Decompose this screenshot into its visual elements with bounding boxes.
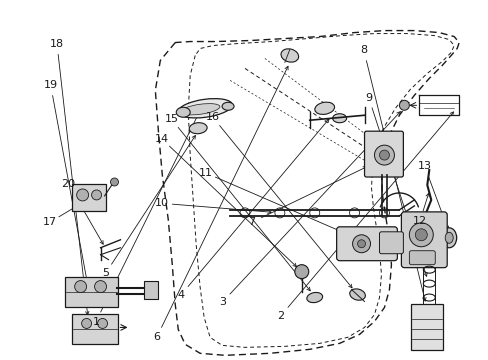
- Ellipse shape: [349, 289, 365, 300]
- FancyBboxPatch shape: [64, 276, 118, 306]
- Text: 4: 4: [177, 290, 184, 300]
- Circle shape: [94, 280, 106, 293]
- FancyBboxPatch shape: [410, 303, 442, 350]
- Circle shape: [379, 150, 388, 160]
- FancyBboxPatch shape: [72, 184, 105, 211]
- Ellipse shape: [441, 228, 456, 248]
- FancyBboxPatch shape: [144, 280, 158, 298]
- Ellipse shape: [180, 104, 220, 115]
- Text: 8: 8: [360, 45, 366, 55]
- Circle shape: [81, 319, 91, 328]
- Ellipse shape: [189, 123, 207, 134]
- Text: 12: 12: [412, 216, 426, 226]
- Text: 9: 9: [365, 93, 371, 103]
- FancyBboxPatch shape: [72, 315, 118, 345]
- Circle shape: [98, 319, 107, 328]
- Text: 5: 5: [102, 268, 109, 278]
- Circle shape: [352, 235, 370, 253]
- Circle shape: [75, 280, 86, 293]
- Ellipse shape: [281, 49, 298, 62]
- Ellipse shape: [444, 232, 452, 243]
- Ellipse shape: [222, 102, 234, 110]
- FancyBboxPatch shape: [408, 251, 434, 265]
- Ellipse shape: [306, 292, 322, 303]
- Circle shape: [374, 145, 394, 165]
- FancyBboxPatch shape: [379, 232, 403, 254]
- Ellipse shape: [332, 114, 346, 123]
- Text: 2: 2: [277, 311, 284, 320]
- Text: 19: 19: [43, 80, 58, 90]
- Text: 13: 13: [417, 161, 431, 171]
- Text: 11: 11: [198, 168, 212, 178]
- Ellipse shape: [314, 102, 334, 114]
- Ellipse shape: [176, 107, 190, 117]
- Text: 18: 18: [50, 39, 64, 49]
- FancyBboxPatch shape: [364, 131, 403, 177]
- Text: 10: 10: [154, 198, 168, 208]
- Circle shape: [294, 265, 308, 279]
- FancyBboxPatch shape: [401, 212, 447, 268]
- Text: 3: 3: [219, 297, 225, 307]
- Circle shape: [110, 178, 118, 186]
- Text: 7: 7: [248, 217, 255, 227]
- Text: 1: 1: [92, 317, 99, 327]
- Ellipse shape: [178, 99, 232, 118]
- Circle shape: [77, 189, 88, 201]
- Text: 14: 14: [154, 134, 168, 144]
- Text: 20: 20: [61, 179, 75, 189]
- Text: 15: 15: [164, 114, 178, 124]
- Circle shape: [357, 240, 365, 248]
- Circle shape: [414, 229, 427, 241]
- FancyBboxPatch shape: [336, 227, 397, 261]
- Text: 17: 17: [42, 217, 57, 227]
- Text: 6: 6: [153, 332, 160, 342]
- Circle shape: [399, 100, 408, 110]
- Circle shape: [91, 190, 102, 200]
- Circle shape: [408, 223, 432, 247]
- Text: 16: 16: [205, 112, 220, 122]
